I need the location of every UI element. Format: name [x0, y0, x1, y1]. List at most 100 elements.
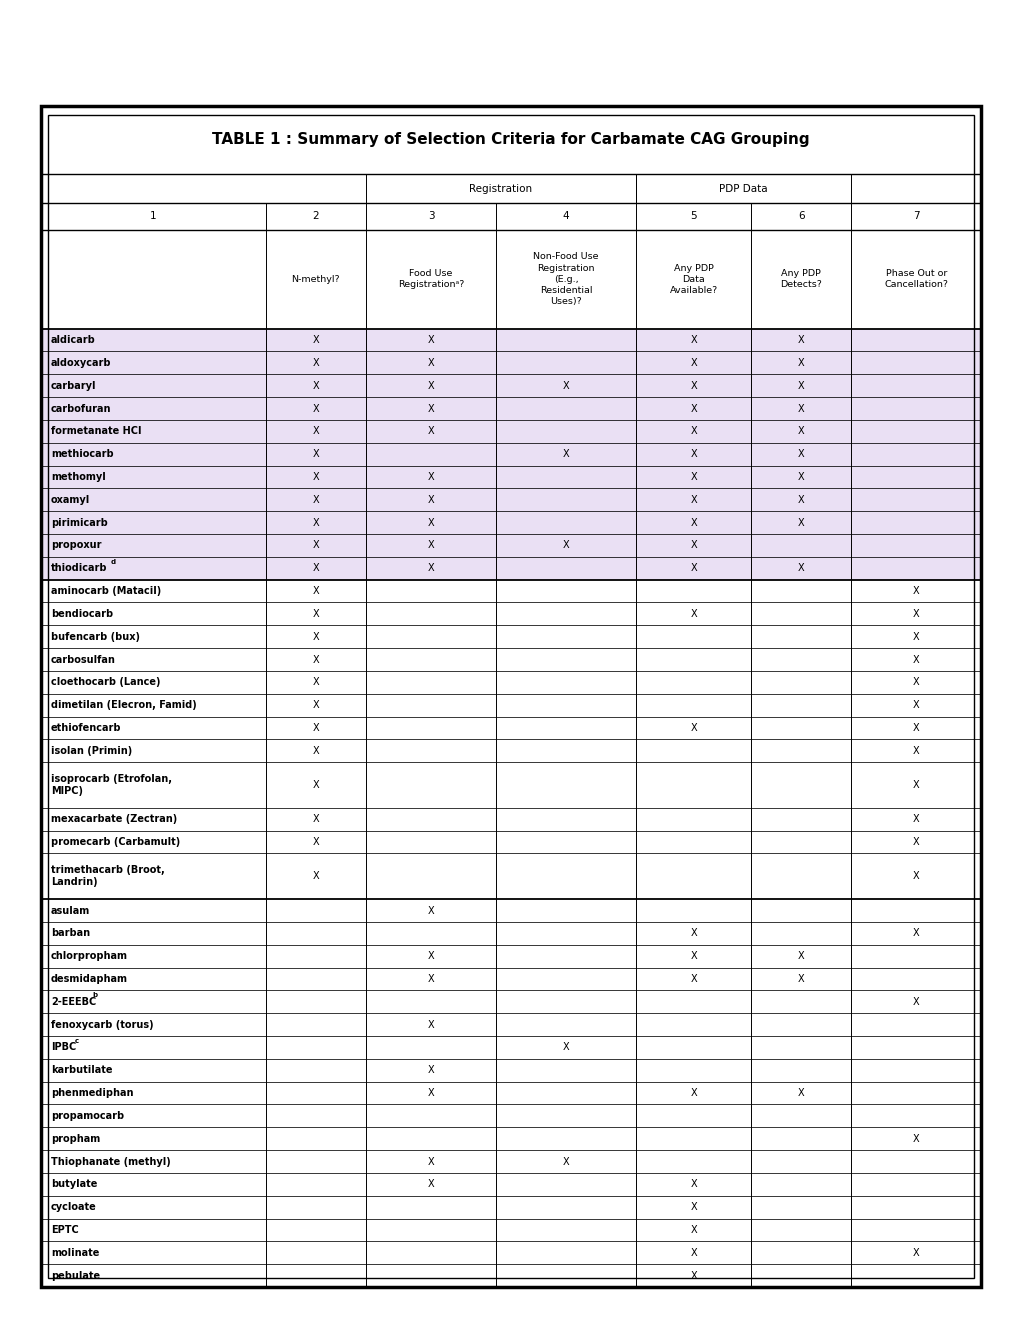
Text: Thiophanate (methyl): Thiophanate (methyl): [51, 1156, 170, 1167]
Bar: [41, 351, 980, 375]
Bar: [41, 511, 980, 535]
Text: oxamyl: oxamyl: [51, 495, 90, 504]
Text: EPTC: EPTC: [51, 1225, 78, 1236]
Text: N-methyl?: N-methyl?: [291, 275, 340, 284]
Text: X: X: [690, 380, 696, 391]
Text: X: X: [797, 426, 804, 437]
Bar: [41, 466, 980, 488]
Text: X: X: [312, 426, 319, 437]
Bar: [41, 106, 980, 1287]
Text: X: X: [312, 358, 319, 368]
Text: propoxur: propoxur: [51, 540, 102, 550]
Text: X: X: [312, 473, 319, 482]
Text: X: X: [427, 1065, 434, 1076]
Text: X: X: [312, 380, 319, 391]
Text: X: X: [427, 1179, 434, 1189]
Bar: [41, 488, 980, 511]
Text: X: X: [427, 974, 434, 983]
Text: X: X: [312, 517, 319, 528]
Text: X: X: [912, 997, 918, 1007]
Text: X: X: [912, 1247, 918, 1258]
Text: X: X: [562, 1156, 569, 1167]
Text: X: X: [312, 746, 319, 756]
Text: 1: 1: [150, 211, 157, 222]
Text: X: X: [690, 426, 696, 437]
Text: X: X: [797, 495, 804, 504]
Text: isolan (Primin): isolan (Primin): [51, 746, 132, 756]
Text: 5: 5: [690, 211, 696, 222]
Text: cloethocarb (Lance): cloethocarb (Lance): [51, 677, 160, 688]
Text: IPBC: IPBC: [51, 1043, 76, 1052]
Text: PDP Data: PDP Data: [718, 183, 767, 194]
Text: X: X: [797, 449, 804, 459]
Text: X: X: [690, 1203, 696, 1212]
Text: X: X: [690, 473, 696, 482]
Text: X: X: [427, 517, 434, 528]
Text: c: c: [74, 1038, 78, 1044]
Text: X: X: [690, 517, 696, 528]
Text: X: X: [427, 540, 434, 550]
Text: X: X: [312, 723, 319, 733]
Text: Any PDP
Data
Available?: Any PDP Data Available?: [668, 264, 717, 294]
Text: X: X: [312, 564, 319, 573]
Text: chlorpropham: chlorpropham: [51, 952, 127, 961]
Text: X: X: [312, 837, 319, 847]
Text: X: X: [427, 1156, 434, 1167]
Text: X: X: [912, 746, 918, 756]
Text: X: X: [312, 540, 319, 550]
Text: X: X: [427, 952, 434, 961]
Text: X: X: [797, 358, 804, 368]
Text: X: X: [312, 655, 319, 664]
Text: carbofuran: carbofuran: [51, 404, 111, 413]
Text: X: X: [312, 677, 319, 688]
Text: X: X: [427, 495, 434, 504]
Text: X: X: [690, 1088, 696, 1098]
Text: pirimicarb: pirimicarb: [51, 517, 108, 528]
Text: aldoxycarb: aldoxycarb: [51, 358, 111, 368]
Text: phenmediphan: phenmediphan: [51, 1088, 133, 1098]
Text: 6: 6: [797, 211, 804, 222]
Text: aldicarb: aldicarb: [51, 335, 96, 345]
Text: 7: 7: [912, 211, 918, 222]
Text: X: X: [312, 586, 319, 597]
Text: X: X: [797, 335, 804, 345]
Text: X: X: [562, 1043, 569, 1052]
Text: formetanate HCl: formetanate HCl: [51, 426, 142, 437]
Text: X: X: [912, 586, 918, 597]
Text: propham: propham: [51, 1134, 100, 1143]
Text: X: X: [690, 495, 696, 504]
Text: X: X: [690, 1225, 696, 1236]
Text: Any PDP
Detects?: Any PDP Detects?: [780, 269, 821, 289]
Text: X: X: [912, 871, 918, 882]
Text: X: X: [797, 564, 804, 573]
Text: X: X: [312, 780, 319, 791]
Text: X: X: [797, 1088, 804, 1098]
Text: butylate: butylate: [51, 1179, 97, 1189]
Text: bendiocarb: bendiocarb: [51, 609, 113, 619]
Text: Non-Food Use
Registration
(E.g.,
Residential
Uses)?: Non-Food Use Registration (E.g., Residen…: [533, 252, 598, 306]
Bar: [41, 557, 980, 579]
Text: 3: 3: [427, 211, 434, 222]
Text: X: X: [562, 449, 569, 459]
Text: X: X: [427, 358, 434, 368]
Text: TABLE 1 : Summary of Selection Criteria for Carbamate CAG Grouping: TABLE 1 : Summary of Selection Criteria …: [212, 132, 809, 148]
Text: X: X: [562, 540, 569, 550]
Bar: [48, 115, 973, 1278]
Text: X: X: [312, 335, 319, 345]
Text: aminocarb (Matacil): aminocarb (Matacil): [51, 586, 161, 597]
Text: X: X: [690, 358, 696, 368]
Text: X: X: [912, 700, 918, 710]
Text: X: X: [562, 380, 569, 391]
Text: X: X: [690, 449, 696, 459]
Text: X: X: [690, 1179, 696, 1189]
Text: X: X: [797, 952, 804, 961]
Bar: [41, 375, 980, 397]
Text: X: X: [690, 564, 696, 573]
Text: 4: 4: [562, 211, 569, 222]
Text: X: X: [312, 609, 319, 619]
Text: X: X: [912, 814, 918, 824]
Text: X: X: [690, 335, 696, 345]
Text: promecarb (Carbamult): promecarb (Carbamult): [51, 837, 180, 847]
Text: X: X: [912, 723, 918, 733]
Text: molinate: molinate: [51, 1247, 99, 1258]
